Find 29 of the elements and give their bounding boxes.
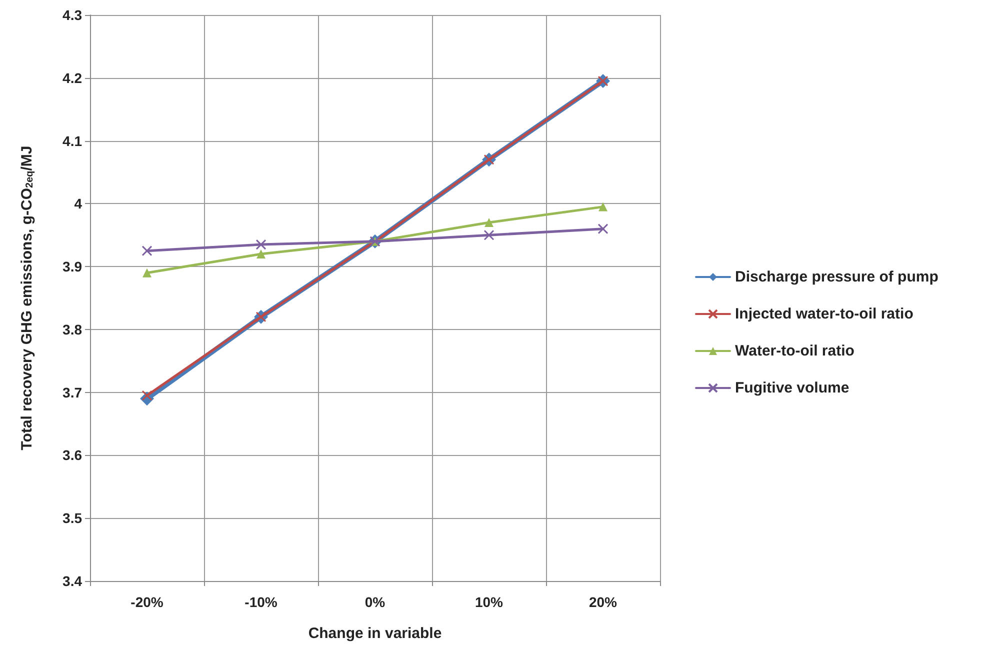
y-axis-title: Total recovery GHG emissions, g-CO2eq/MJ xyxy=(18,146,36,450)
y-tick-label: 4.1 xyxy=(62,132,82,149)
y-tick-label: 3.4 xyxy=(62,573,82,589)
point xyxy=(256,239,266,250)
point xyxy=(598,202,608,212)
y-tick-label: 3.5 xyxy=(62,510,82,526)
y-tick-label: 4.3 xyxy=(62,7,82,23)
x-tick-label: 10% xyxy=(474,594,504,610)
y-tick-label: 3.9 xyxy=(62,258,82,275)
y-tick-label: 4 xyxy=(74,196,82,212)
x-axis-title: Change in variable xyxy=(308,625,442,642)
point xyxy=(484,230,494,240)
y-tick-label: 3.7 xyxy=(62,384,82,400)
legend-label: Discharge pressure of pump xyxy=(735,268,938,286)
x-tick-label: 20% xyxy=(588,594,618,610)
y-tick-label: 4.2 xyxy=(62,70,82,86)
legend-label: Injected water-to-oil ratio xyxy=(735,306,914,322)
point xyxy=(484,218,494,228)
point xyxy=(142,268,152,278)
x-tick-label: -10% xyxy=(244,594,278,610)
x-tick-label: -20% xyxy=(130,594,164,610)
point xyxy=(256,249,266,258)
x-tick-label: 0% xyxy=(364,594,386,610)
y-tick-label: 3.6 xyxy=(62,447,82,464)
point xyxy=(142,246,152,256)
y-tick-label: 3.8 xyxy=(62,321,82,338)
point xyxy=(598,224,608,234)
legend-label: Water-to-oil ratio xyxy=(735,342,854,360)
legend-label: Fugitive volume xyxy=(735,380,850,396)
